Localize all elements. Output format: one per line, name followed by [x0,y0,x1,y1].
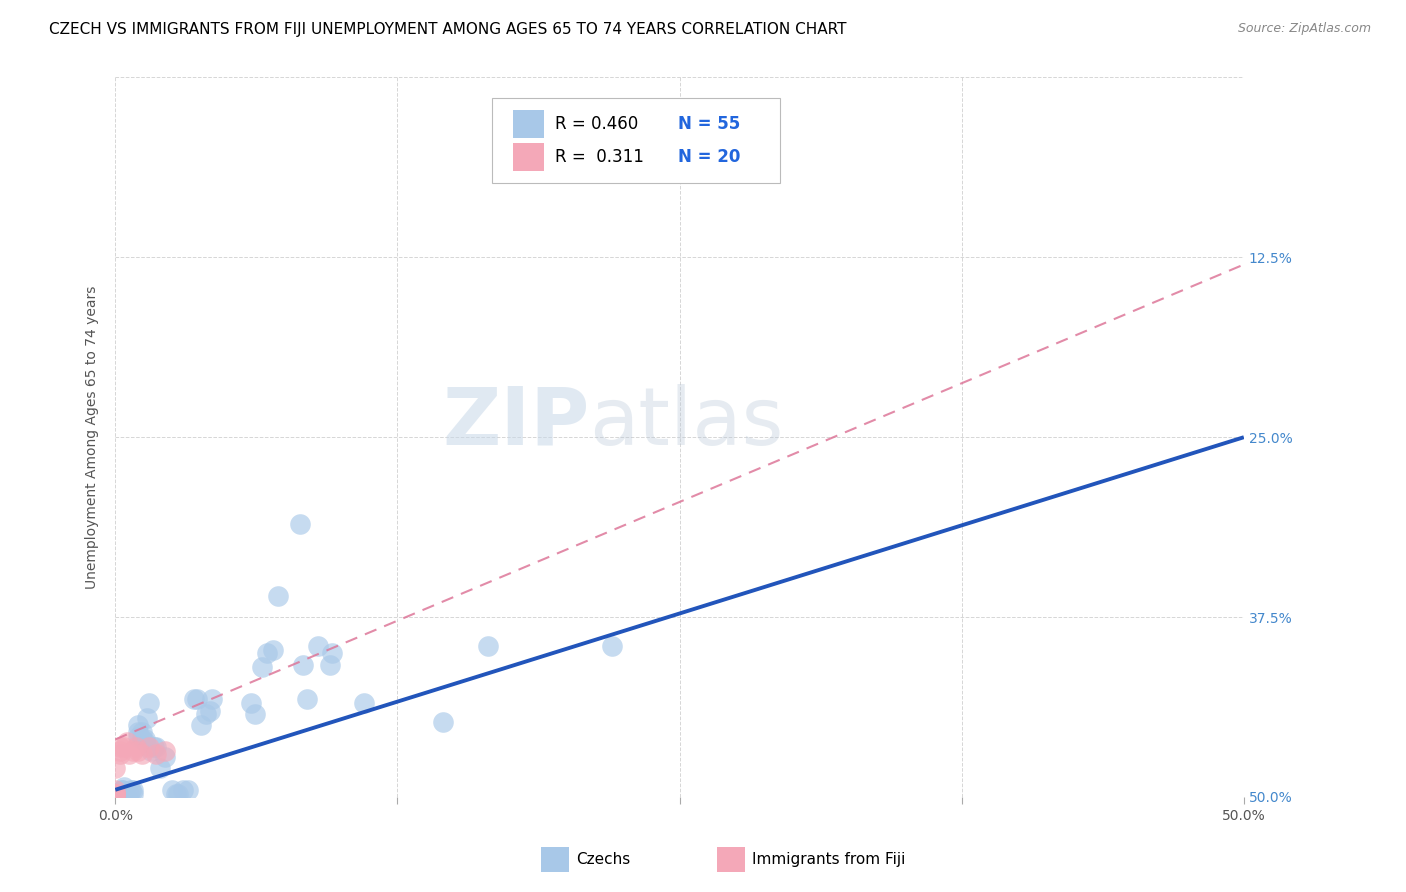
Point [145,739,167,754]
Point [104,787,127,801]
Point [122,787,145,801]
Point [104,787,127,801]
Point [183,692,205,706]
Point [104,761,127,775]
Point [122,744,145,758]
Point [291,657,314,672]
Point [318,657,340,672]
Point [201,692,224,706]
Point [131,725,153,739]
Point [141,744,163,758]
Point [134,735,156,749]
Text: CZECH VS IMMIGRANTS FROM FIJI UNEMPLOYMENT AMONG AGES 65 TO 74 YEARS CORRELATION: CZECH VS IMMIGRANTS FROM FIJI UNEMPLOYME… [49,22,846,37]
Point [115,789,138,804]
Point [353,697,375,711]
Point [104,787,127,801]
Point [250,660,273,674]
Point [142,739,165,754]
Point [165,787,187,801]
Point [176,782,198,797]
Point [307,639,329,653]
Point [124,739,146,754]
Text: Czechs: Czechs [576,853,631,867]
Point [104,787,127,801]
Point [194,706,217,721]
Text: Source: ZipAtlas.com: Source: ZipAtlas.com [1237,22,1371,36]
Text: ZIP: ZIP [441,384,589,462]
Point [149,761,172,775]
Point [198,704,221,718]
Point [127,718,149,732]
Point [145,747,167,761]
Point [118,787,141,801]
Point [104,787,127,801]
Point [138,739,160,754]
Point [108,739,131,754]
Point [186,692,208,706]
Point [239,697,262,711]
Point [432,715,454,730]
Point [108,747,131,761]
Point [104,787,127,801]
Point [112,780,135,794]
Text: N = 55: N = 55 [678,115,740,133]
Point [108,744,131,758]
Point [600,639,623,653]
Point [153,749,176,764]
Point [111,782,134,797]
Point [295,692,318,706]
Text: Immigrants from Fiji: Immigrants from Fiji [752,853,905,867]
Point [245,706,267,721]
Point [153,744,176,758]
Point [321,646,343,660]
Point [477,639,499,653]
Point [115,789,138,804]
Point [138,697,160,711]
Y-axis label: Unemployment Among Ages 65 to 74 years: Unemployment Among Ages 65 to 74 years [86,285,100,589]
Point [127,730,149,744]
Point [104,787,127,801]
Point [256,646,278,660]
Point [262,643,284,657]
Point [190,718,212,732]
Point [131,747,153,761]
Text: atlas: atlas [589,384,783,462]
Point [131,732,153,747]
Point [115,735,138,749]
Point [167,787,190,801]
Point [120,782,142,797]
Point [267,589,290,603]
Point [160,782,183,797]
Point [172,782,194,797]
Text: N = 20: N = 20 [678,148,740,166]
Text: R =  0.311: R = 0.311 [555,148,644,166]
Point [134,732,156,747]
Point [104,787,127,801]
Point [122,782,145,797]
Point [112,739,135,754]
Point [127,744,149,758]
Point [118,747,141,761]
Point [104,787,127,801]
Text: R = 0.460: R = 0.460 [555,115,638,133]
Point [104,787,127,801]
Point [127,725,149,739]
Point [111,782,134,797]
Point [290,516,312,531]
Point [135,711,157,725]
Point [104,782,127,797]
